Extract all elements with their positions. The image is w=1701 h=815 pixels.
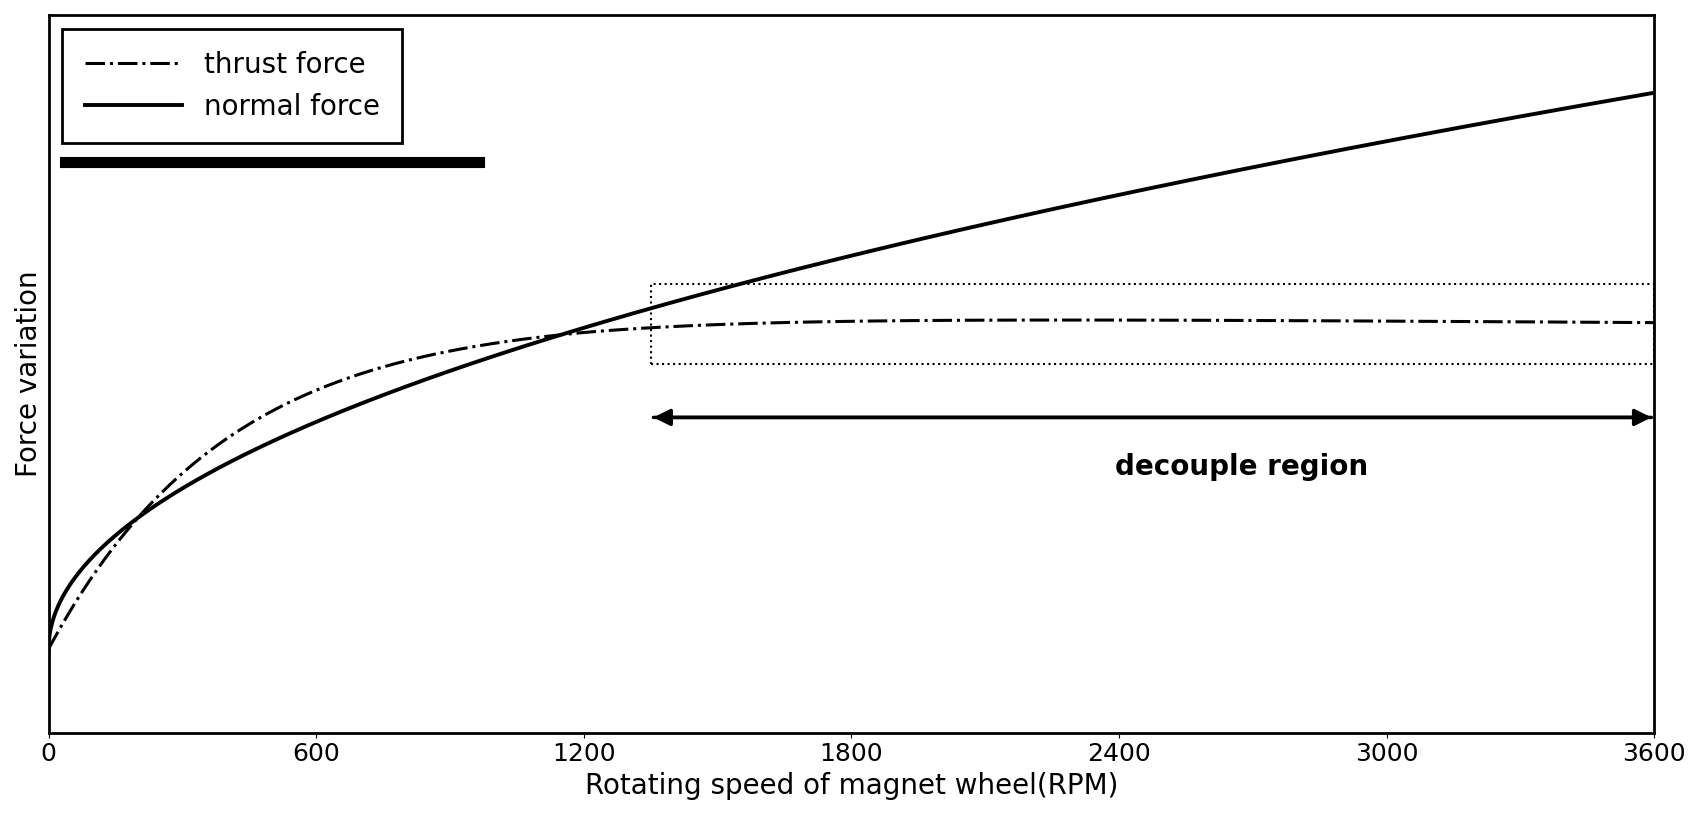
thrust force (1303, 316, 1323, 326)
thrust force (777, 318, 798, 328)
thrust force (1643, 318, 1664, 328)
normal force (1597, 96, 1618, 106)
X-axis label: Rotating speed of magnet wheel(RPM): Rotating speed of magnet wheel(RPM) (585, 772, 1118, 800)
Line: thrust force: thrust force (49, 320, 1653, 649)
Legend: thrust force, normal force: thrust force, normal force (63, 29, 403, 143)
thrust force (1597, 318, 1618, 328)
thrust force (1056, 315, 1077, 325)
Bar (651, 284, 1653, 363)
thrust force (1599, 318, 1619, 328)
normal force (1597, 96, 1618, 106)
Text: decouple region: decouple region (1116, 453, 1368, 482)
normal force (820, 256, 840, 266)
normal force (777, 267, 798, 277)
Line: normal force: normal force (49, 93, 1653, 649)
normal force (121, 518, 141, 528)
thrust force (39, 644, 60, 654)
thrust force (820, 317, 840, 327)
normal force (39, 644, 60, 654)
normal force (1643, 88, 1664, 98)
thrust force (121, 522, 141, 531)
normal force (1303, 151, 1323, 161)
Y-axis label: Force variation: Force variation (15, 271, 43, 477)
